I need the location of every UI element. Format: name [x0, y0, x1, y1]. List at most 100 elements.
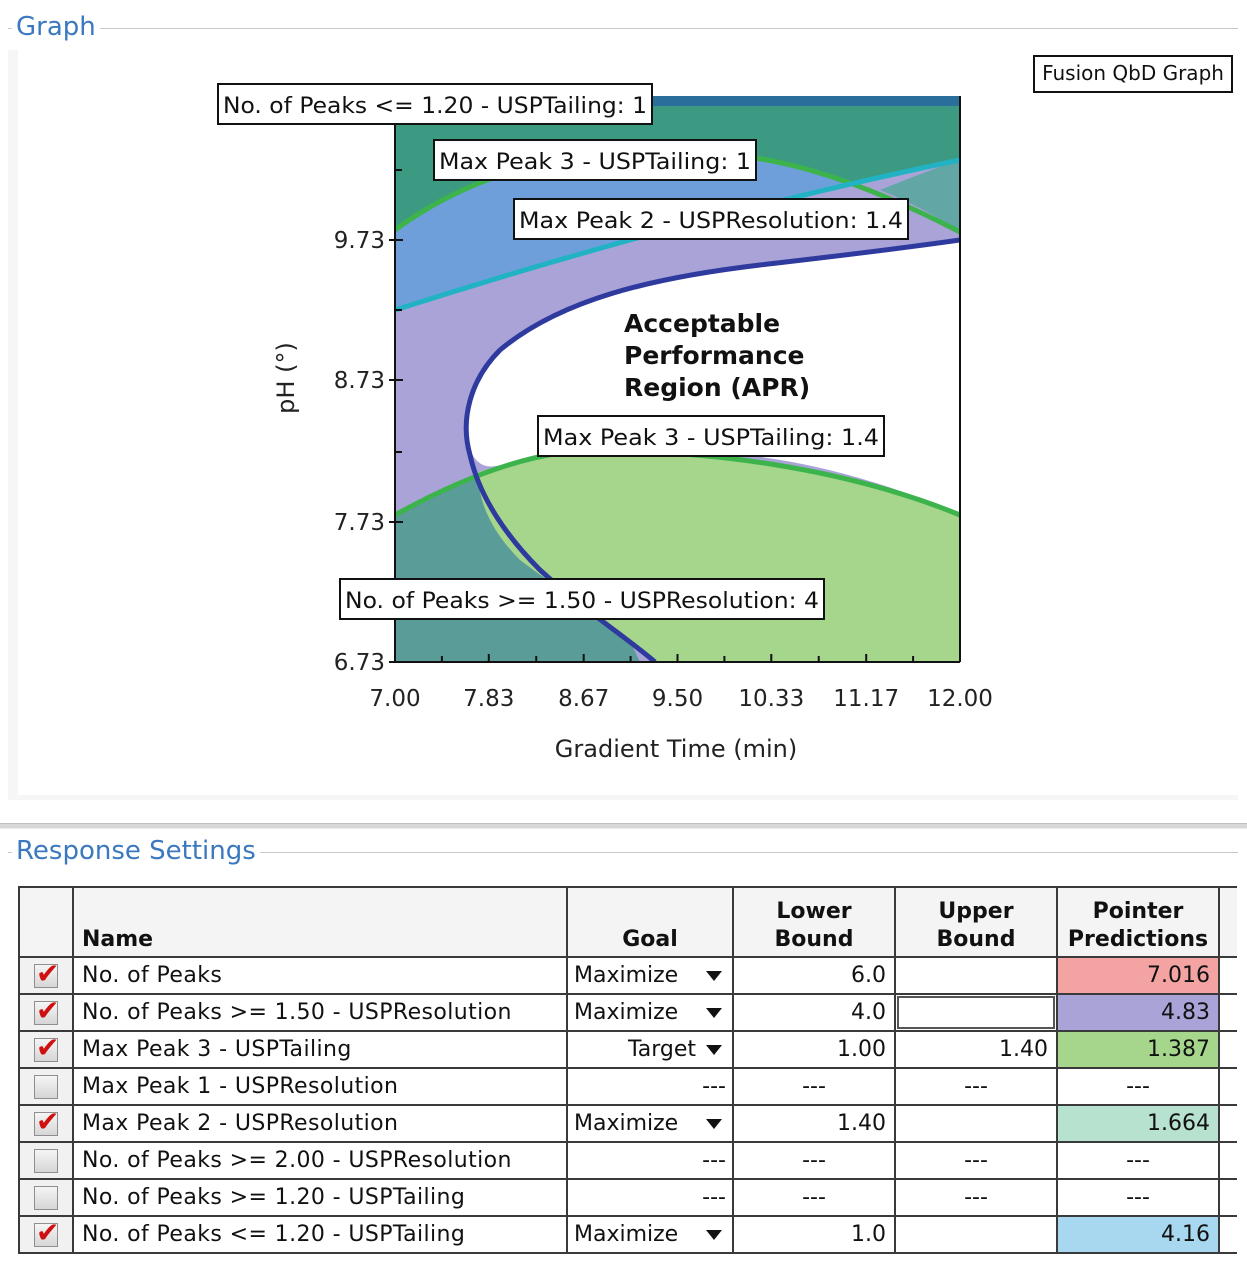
x-tick-label: 9.50	[652, 686, 703, 712]
axis-tick-labels: 7.00 7.83 8.67 9.50 10.33 11.17 12.00 6.73 7.73 8…	[334, 228, 993, 712]
apr-label-line-1: Acceptable	[624, 309, 780, 338]
plot-regions	[395, 96, 960, 662]
goal-cell: ---	[566, 1067, 734, 1106]
row-checkbox-cell[interactable]	[18, 1141, 74, 1180]
row-checkbox-cell[interactable]	[18, 1104, 74, 1143]
lower-bound-cell[interactable]: 1.40	[732, 1104, 896, 1143]
response-name: Max Peak 3 - USPTailing	[72, 1030, 568, 1069]
row-checkbox-cell[interactable]	[18, 956, 74, 995]
header-pointer-predictions[interactable]: Pointer Predictions	[1056, 886, 1220, 958]
scroll-gutter-cell	[1218, 1141, 1237, 1180]
upper-bound-cell: ---	[894, 1178, 1058, 1217]
dropdown-arrow-icon[interactable]	[706, 970, 722, 981]
region-top-stripe	[395, 96, 960, 106]
goal-cell[interactable]: Maximize	[566, 993, 734, 1032]
upper-bound-cell[interactable]	[894, 1104, 1058, 1143]
goal-dropdown[interactable]: Maximize	[568, 1111, 726, 1136]
goal-dropdown[interactable]: Maximize	[568, 1222, 726, 1247]
row-checkbox-cell[interactable]	[18, 1178, 74, 1217]
dropdown-arrow-icon[interactable]	[706, 1229, 722, 1240]
unchecked-checkbox[interactable]	[34, 1075, 58, 1099]
response-section-title: Response Settings	[12, 836, 260, 866]
goal-cell[interactable]: Maximize	[566, 956, 734, 995]
table-row[interactable]: Max Peak 3 - USPTailing Target 1.001.401.3…	[18, 1030, 1237, 1069]
response-name: No. of Peaks	[72, 956, 568, 995]
goal-value: ---	[702, 1185, 726, 1210]
scroll-gutter-cell	[1218, 1067, 1237, 1106]
row-checkbox-cell[interactable]	[18, 1215, 74, 1254]
goal-dropdown[interactable]: Maximize	[568, 1000, 726, 1025]
goal-cell[interactable]: Target	[566, 1030, 734, 1069]
graph-section-title: Graph	[12, 12, 100, 42]
table-row[interactable]: No. of Peaks >= 1.20 - USPTailing --- --- -…	[18, 1178, 1237, 1217]
table-row[interactable]: No. of Peaks >= 1.50 - USPResolutionMaxi…	[18, 993, 1237, 1032]
upper-bound-cell[interactable]	[894, 993, 1058, 1032]
dropdown-arrow-icon[interactable]	[706, 1118, 722, 1129]
contour-labels: No. of Peaks <= 1.20 - USPTailing: 1 Max …	[217, 83, 909, 620]
table-row[interactable]: No. of Peaks <= 1.20 - USPTailingMaximiz…	[18, 1215, 1237, 1254]
header-goal[interactable]: Goal	[566, 886, 734, 958]
unchecked-checkbox[interactable]	[34, 1186, 58, 1210]
contour-label-box	[433, 139, 757, 181]
header-lower-line-1: Lower	[776, 899, 852, 924]
upper-bound-cell[interactable]	[894, 956, 1058, 995]
goal-cell[interactable]: Maximize	[566, 1104, 734, 1143]
x-tick-label: 10.33	[738, 686, 804, 712]
graph-group-border	[8, 28, 1238, 29]
checked-checkbox[interactable]	[34, 1031, 59, 1064]
section-splitter[interactable]	[0, 823, 1247, 829]
y-tick-label: 9.73	[334, 228, 385, 254]
table-row[interactable]: No. of Peaks >= 2.00 - USPResolution --- -…	[18, 1141, 1237, 1180]
scroll-gutter-cell	[1218, 993, 1237, 1032]
goal-dropdown[interactable]: Target	[568, 1037, 726, 1062]
contour-label-text: No. of Peaks >= 1.50 - USPResolution: 4	[345, 589, 819, 614]
lower-bound-cell[interactable]: 4.0	[732, 993, 896, 1032]
response-name: No. of Peaks >= 1.20 - USPTailing	[72, 1178, 568, 1217]
header-lower-bound[interactable]: Lower Bound	[732, 886, 896, 958]
x-tick-label: 7.83	[463, 686, 514, 712]
header-upper-bound[interactable]: Upper Bound	[894, 886, 1058, 958]
unchecked-checkbox[interactable]	[34, 1149, 58, 1173]
scroll-gutter-cell	[1218, 956, 1237, 995]
region-upper-right	[880, 160, 960, 232]
upper-bound-cell[interactable]: 1.40	[894, 1030, 1058, 1069]
goal-value: Target	[627, 1037, 696, 1062]
dropdown-arrow-icon[interactable]	[706, 1044, 722, 1055]
dropdown-arrow-icon[interactable]	[706, 1007, 722, 1018]
checked-checkbox[interactable]	[34, 957, 59, 990]
row-checkbox-cell[interactable]	[18, 1030, 74, 1069]
x-tick-label: 8.67	[558, 686, 609, 712]
table-row[interactable]: Max Peak 1 - USPResolution --- --- --- ---	[18, 1067, 1237, 1106]
contour-label-box	[513, 198, 909, 240]
goal-value: ---	[702, 1074, 726, 1099]
header-name[interactable]: Name	[72, 886, 568, 958]
pointer-prediction-cell: 1.387	[1056, 1030, 1220, 1069]
row-checkbox-cell[interactable]	[18, 1067, 74, 1106]
header-pred-line-1: Pointer	[1092, 899, 1184, 924]
row-checkbox-cell[interactable]	[18, 993, 74, 1032]
y-tick-label: 6.73	[334, 650, 385, 676]
upper-bound-cell: ---	[894, 1141, 1058, 1180]
goal-value: Maximize	[574, 1111, 679, 1136]
goal-dropdown[interactable]: Maximize	[568, 963, 726, 988]
apr-label-line-2: Performance	[624, 341, 804, 370]
response-name: No. of Peaks <= 1.20 - USPTailing	[72, 1215, 568, 1254]
checked-checkbox[interactable]	[34, 1105, 59, 1138]
contour-chart[interactable]: 7.00 7.83 8.67 9.50 10.33 11.17 12.00 6.73 7.73 8…	[0, 0, 1247, 800]
checked-checkbox[interactable]	[34, 1216, 59, 1249]
axis-ticks	[389, 169, 961, 663]
checked-checkbox[interactable]	[34, 994, 59, 1027]
lower-bound-cell[interactable]: 1.0	[732, 1215, 896, 1254]
y-axis-label: pH (°)	[272, 342, 300, 414]
goal-cell[interactable]: Maximize	[566, 1215, 734, 1254]
goal-cell: ---	[566, 1141, 734, 1180]
lower-bound-cell[interactable]: 1.00	[732, 1030, 896, 1069]
contour-label-box	[217, 83, 653, 125]
response-name: No. of Peaks >= 1.50 - USPResolution	[72, 993, 568, 1032]
pointer-prediction-cell: ---	[1056, 1067, 1220, 1106]
upper-bound-cell[interactable]	[894, 1215, 1058, 1254]
header-name-label: Name	[82, 927, 154, 952]
lower-bound-cell[interactable]: 6.0	[732, 956, 896, 995]
